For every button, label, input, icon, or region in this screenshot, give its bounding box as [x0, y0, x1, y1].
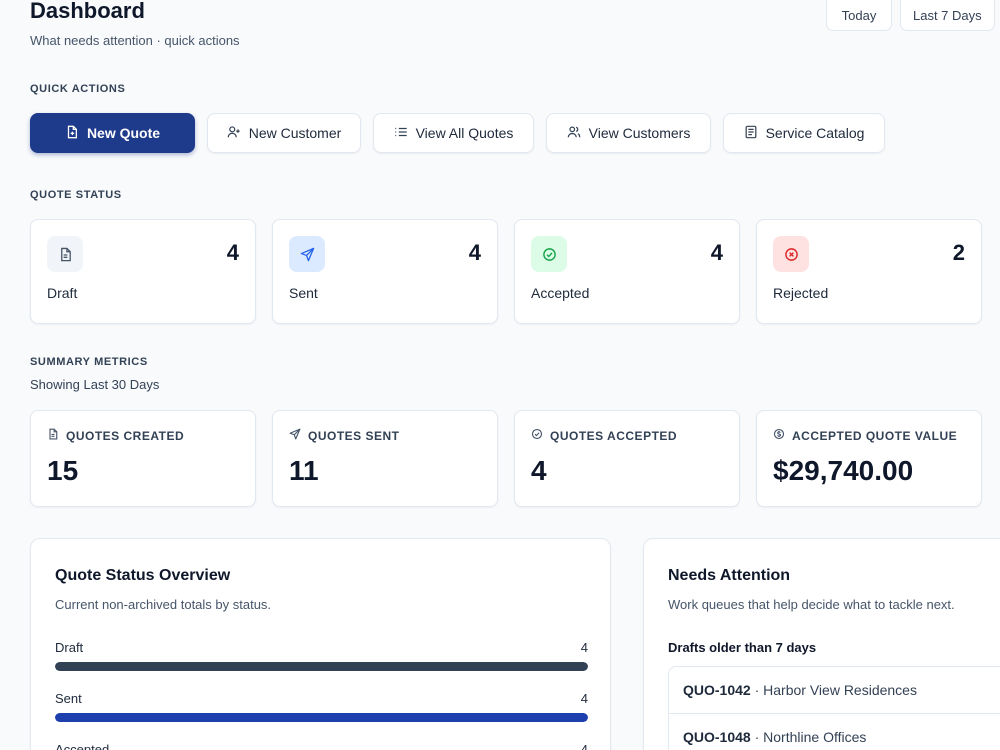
- list-item[interactable]: QUO-1048 · Northline Offices: [669, 714, 1000, 750]
- send-icon: [289, 236, 325, 272]
- summary-range-note: Showing Last 30 Days: [30, 377, 160, 392]
- summary-metric-cards: QUOTES CREATED 15 QUOTES SENT 11 QUOTES …: [30, 410, 982, 507]
- metric-card-quotes-sent: QUOTES SENT 11: [272, 410, 498, 507]
- document-icon: [47, 428, 59, 443]
- dollar-circle-icon: [773, 428, 785, 443]
- metric-value: 11: [289, 455, 319, 486]
- metric-label: QUOTES ACCEPTED: [550, 428, 678, 443]
- view-all-quotes-label: View All Quotes: [415, 125, 514, 141]
- bar-count: 4: [580, 691, 588, 706]
- status-count: 4: [468, 240, 481, 265]
- x-circle-icon: [773, 236, 809, 272]
- user-plus-icon: [227, 125, 241, 142]
- view-all-quotes-button[interactable]: View All Quotes: [373, 113, 534, 153]
- status-card-draft[interactable]: 4 Draft: [30, 219, 256, 324]
- check-circle-icon: [531, 428, 543, 443]
- metric-value: $29,740.00: [773, 455, 914, 486]
- panel-title: Quote Status Overview: [55, 567, 231, 584]
- bar-track: [55, 662, 588, 671]
- bar-label: Draft: [55, 640, 84, 655]
- metric-value: 15: [47, 455, 79, 486]
- metric-card-quotes-accepted: QUOTES ACCEPTED 4: [514, 410, 740, 507]
- status-card-rejected[interactable]: 2 Rejected: [756, 219, 982, 324]
- quote-code: QUO-1042: [683, 682, 751, 698]
- view-customers-button[interactable]: View Customers: [546, 113, 711, 153]
- bar-track: [55, 713, 588, 722]
- new-customer-label: New Customer: [248, 125, 342, 141]
- panel-subtitle: Work queues that help decide what to tac…: [668, 597, 955, 612]
- bar-count: 4: [580, 640, 588, 655]
- panel-title: Needs Attention: [668, 567, 791, 584]
- list-icon: [394, 125, 408, 142]
- service-catalog-button[interactable]: Service Catalog: [723, 113, 885, 153]
- status-card-accepted[interactable]: 4 Accepted: [514, 219, 740, 324]
- quote-status-overview-panel: Quote Status Overview Current non-archiv…: [30, 538, 611, 750]
- date-range-group: Today Last 7 Days: [826, 0, 995, 31]
- page-title: Dashboard: [30, 0, 145, 23]
- separator: ·: [750, 682, 764, 698]
- page-subtitle: What needs attention · quick actions: [30, 33, 240, 48]
- summary-metrics-label: SUMMARY METRICS: [30, 356, 148, 368]
- quote-status-label: QUOTE STATUS: [30, 189, 122, 201]
- status-count: 4: [226, 240, 239, 265]
- status-name: Sent: [289, 285, 318, 301]
- quick-actions-label: QUICK ACTIONS: [30, 83, 126, 95]
- needs-attention-panel: Needs Attention Work queues that help de…: [643, 538, 1000, 750]
- new-quote-button[interactable]: New Quote: [30, 113, 195, 153]
- status-name: Draft: [47, 285, 78, 301]
- metric-card-quotes-created: QUOTES CREATED 15: [30, 410, 256, 507]
- metric-card-accepted-quote-value: ACCEPTED QUOTE VALUE $29,740.00: [756, 410, 982, 507]
- bar-label: Sent: [55, 691, 82, 706]
- bar-count: 4: [580, 742, 588, 750]
- drafts-queue-list: QUO-1042 · Harbor View Residences QUO-10…: [668, 666, 1000, 750]
- view-customers-label: View Customers: [588, 125, 691, 141]
- send-icon: [289, 428, 301, 443]
- status-name: Accepted: [531, 285, 590, 301]
- quote-status-cards: 4 Draft 4 Sent 4 Accepted 2 Rejected: [30, 219, 982, 324]
- check-circle-icon: [531, 236, 567, 272]
- metric-label: QUOTES CREATED: [66, 428, 185, 443]
- range-last-7-days-button[interactable]: Last 7 Days: [900, 0, 995, 31]
- bar-fill: [55, 713, 588, 722]
- metric-label: QUOTES SENT: [308, 428, 400, 443]
- panel-subtitle: Current non-archived totals by status.: [55, 597, 272, 612]
- status-count: 2: [952, 240, 965, 265]
- bar-label: Accepted: [55, 742, 110, 750]
- users-icon: [567, 125, 581, 142]
- status-card-sent[interactable]: 4 Sent: [272, 219, 498, 324]
- status-count: 4: [710, 240, 723, 265]
- customer-name: Harbor View Residences: [763, 682, 917, 698]
- quick-actions-row: New Quote New Customer View All Quotes V…: [30, 113, 885, 153]
- bar-fill: [55, 662, 588, 671]
- new-customer-button[interactable]: New Customer: [207, 113, 361, 153]
- catalog-icon: [744, 125, 758, 142]
- quote-code: QUO-1048: [683, 729, 751, 745]
- range-today-button[interactable]: Today: [826, 0, 892, 31]
- list-item[interactable]: QUO-1042 · Harbor View Residences: [669, 667, 1000, 714]
- customer-name: Northline Offices: [763, 729, 867, 745]
- status-name: Rejected: [773, 285, 829, 301]
- new-quote-label: New Quote: [86, 125, 161, 141]
- queue-title: Drafts older than 7 days: [668, 640, 817, 655]
- metric-label: ACCEPTED QUOTE VALUE: [792, 428, 958, 443]
- separator: ·: [750, 729, 764, 745]
- document-icon: [47, 236, 83, 272]
- metric-value: 4: [531, 455, 547, 486]
- file-plus-icon: [65, 125, 79, 142]
- service-catalog-label: Service Catalog: [765, 125, 865, 141]
